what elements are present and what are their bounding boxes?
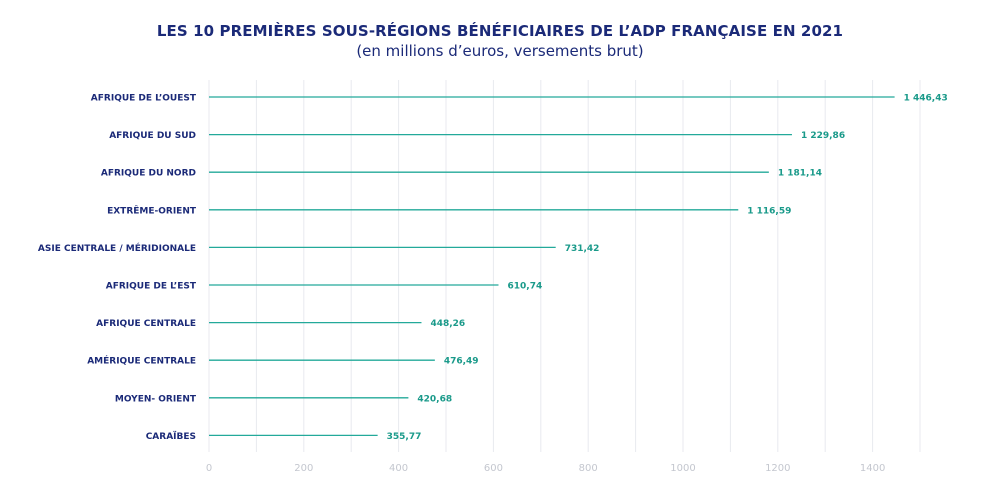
category-label: CARAÏBES — [146, 431, 196, 442]
category-label: MOYEN- ORIENT — [115, 394, 197, 404]
data-label: 448,26 — [430, 319, 465, 329]
x-tick-label: 800 — [579, 463, 598, 474]
data-label: 476,49 — [444, 357, 479, 367]
x-tick-label: 600 — [484, 463, 503, 474]
x-tick-label: 200 — [294, 463, 313, 474]
category-label: AFRIQUE DE L’EST — [106, 282, 197, 292]
x-tick-label: 0 — [206, 463, 212, 474]
x-tick-label: 400 — [389, 463, 408, 474]
category-label: AFRIQUE DU NORD — [101, 169, 196, 179]
category-label: AFRIQUE DU SUD — [109, 131, 196, 141]
x-tick-label: 1000 — [670, 463, 695, 474]
data-label: 1 116,59 — [747, 206, 791, 216]
category-label: ASIE CENTRALE / MÉRIDIONALE — [38, 242, 196, 254]
data-label: 1 446,43 — [904, 94, 948, 104]
data-label: 1 181,14 — [778, 169, 822, 179]
chart-subtitle: (en millions d’euros, versements brut) — [356, 42, 644, 60]
data-label: 1 229,86 — [801, 131, 845, 141]
category-label: AFRIQUE DE L’OUEST — [91, 94, 197, 104]
category-label: AFRIQUE CENTRALE — [96, 319, 196, 329]
x-tick-label: 1200 — [765, 463, 790, 474]
data-label: 355,77 — [387, 432, 422, 442]
data-label: 610,74 — [507, 282, 542, 292]
data-label: 731,42 — [565, 244, 600, 254]
category-label: EXTRÊME-ORIENT — [107, 204, 197, 216]
chart-title: LES 10 PREMIÈRES SOUS-RÉGIONS BÉNÉFICIAI… — [156, 22, 844, 40]
category-label: AMÉRIQUE CENTRALE — [87, 355, 196, 367]
x-tick-label: 1400 — [860, 463, 885, 474]
data-label: 420,68 — [417, 394, 452, 404]
